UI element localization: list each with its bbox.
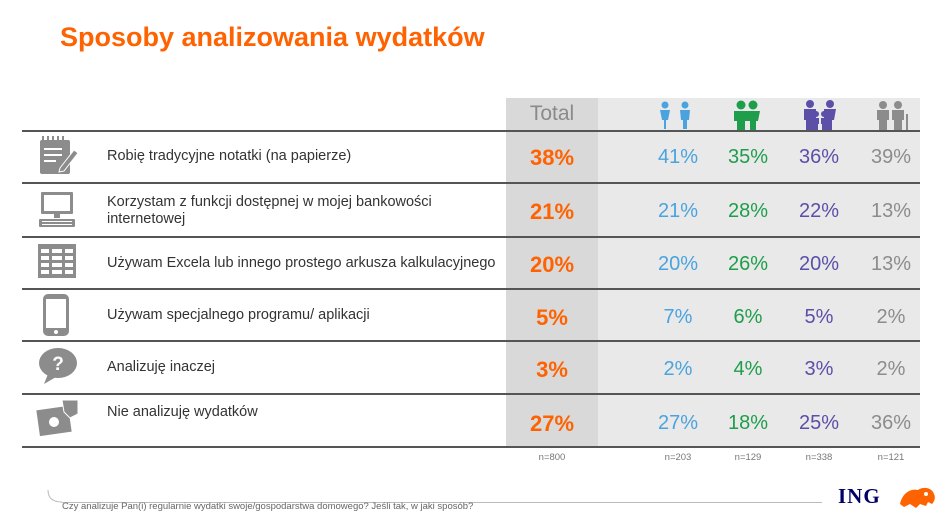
row-divider [22,446,920,448]
value-total: 38% [529,145,575,170]
page-title: Sposoby analizowania wydatków [60,22,485,52]
sample-size-group4: n=121 [877,452,905,463]
couple-icon [734,100,760,130]
footnote: Czy analizuje Pan(i) regularnie wydatki … [62,501,474,512]
sample-size-group1: n=203 [664,452,692,463]
value-group4: 36% [870,412,912,434]
row-divider [22,236,920,238]
value-total: 21% [529,199,575,224]
sample-size-total: n=800 [538,452,566,463]
sample-size-group2: n=129 [734,452,762,463]
value-group2: 4% [733,358,763,380]
value-total: 27% [529,411,575,436]
family-icon [804,100,836,130]
value-group2: 28% [727,200,769,222]
pair-of-persons-icon [660,101,690,129]
value-group1: 20% [657,253,699,275]
smartphone-icon [43,294,69,336]
value-total: 3% [536,357,568,382]
value-group3: 20% [798,253,840,275]
row-label: Analizuję inaczej [107,359,216,375]
spreadsheet-icon [38,244,76,278]
row-label: Używam Excela lub innego prostego arkusz… [107,255,496,271]
value-group4: 2% [876,358,906,380]
ing-logo: ING [838,484,881,508]
value-group3: 25% [798,412,840,434]
value-group1: 7% [663,306,693,328]
cash-hand-icon [36,399,79,437]
row-divider [22,288,920,290]
footer-corner [47,490,63,503]
elderly-couple-icon [877,101,908,130]
value-group4: 13% [870,253,912,275]
row-divider [22,182,920,184]
value-group2: 35% [727,146,769,168]
value-group1: 21% [657,200,699,222]
segments-column-background [598,98,920,448]
total-column-header: Total [529,102,575,125]
value-group3: 36% [798,146,840,168]
notepad-icon [40,136,79,174]
value-group4: 39% [870,146,912,168]
svg-text:?: ? [52,354,64,375]
value-group1: 2% [663,358,693,380]
value-group2: 26% [727,253,769,275]
value-group3: 22% [798,200,840,222]
row-divider [22,130,920,132]
value-group4: 2% [876,306,906,328]
value-group3: 5% [804,306,834,328]
lion-logo-icon [900,487,935,508]
sample-size-group3: n=338 [805,452,833,463]
question-bubble-icon: ? [39,348,77,384]
row-label: Używam specjalnego programu/ aplikacji [107,307,370,323]
value-group3: 3% [804,358,834,380]
row-divider [22,393,920,395]
value-group1: 41% [657,146,699,168]
value-group1: 27% [657,412,699,434]
total-column-background [506,98,598,448]
value-group4: 13% [870,200,912,222]
computer-icon [39,192,75,227]
row-label: Robię tradycyjne notatki (na papierze) [107,148,352,164]
footer-divider [62,502,822,503]
value-total: 20% [529,252,575,277]
row-label: Korzystam z funkcji dostępnej w mojej ba… [107,194,432,227]
row-divider [22,340,920,342]
value-total: 5% [536,305,568,330]
value-group2: 6% [733,306,763,328]
value-group2: 18% [727,412,769,434]
row-label: Nie analizuję wydatków [107,404,258,420]
